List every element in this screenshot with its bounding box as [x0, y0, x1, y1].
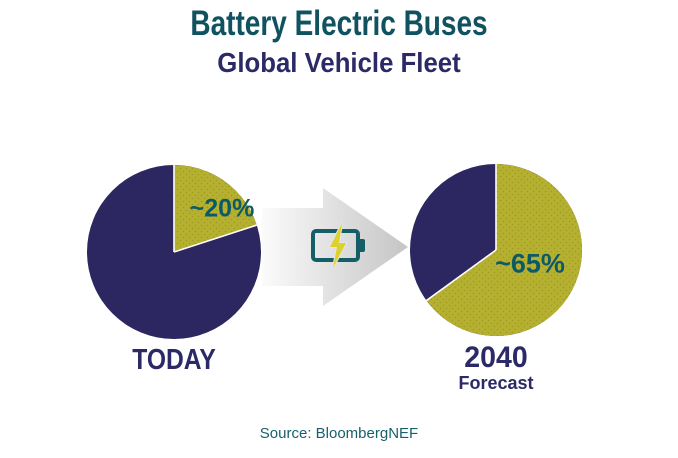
- slice-divider-line: [425, 249, 497, 302]
- pie-slice-battery-electric-share: [174, 165, 257, 252]
- pie-chart-today: [87, 165, 261, 339]
- slice-divider-line: [173, 224, 257, 253]
- pie-slice-label-today: ~20%: [189, 194, 255, 223]
- pie-caption-forecast: Forecast: [458, 373, 534, 393]
- battery-charging-icon: [311, 222, 365, 269]
- pie-chart-2040: [410, 164, 582, 336]
- lightning-bolt-icon: [328, 222, 348, 269]
- source-attribution: Source: BloombergNEF: [259, 425, 419, 442]
- pie-caption-2040: 2040: [464, 341, 528, 374]
- pie-figure-today: ~20%: [86, 164, 262, 340]
- pie-slice-label-2040: ~65%: [495, 248, 565, 279]
- battery-terminal: [358, 239, 365, 252]
- pie-slice-battery-electric-share: [426, 164, 582, 336]
- chart-subtitle: Global Vehicle Fleet: [217, 47, 461, 78]
- chart-title: Battery Electric Buses: [190, 4, 488, 43]
- transition-arrow: [262, 188, 408, 306]
- pie-caption-today: TODAY: [132, 344, 216, 376]
- pie-figure-2040: ~65%: [409, 163, 583, 337]
